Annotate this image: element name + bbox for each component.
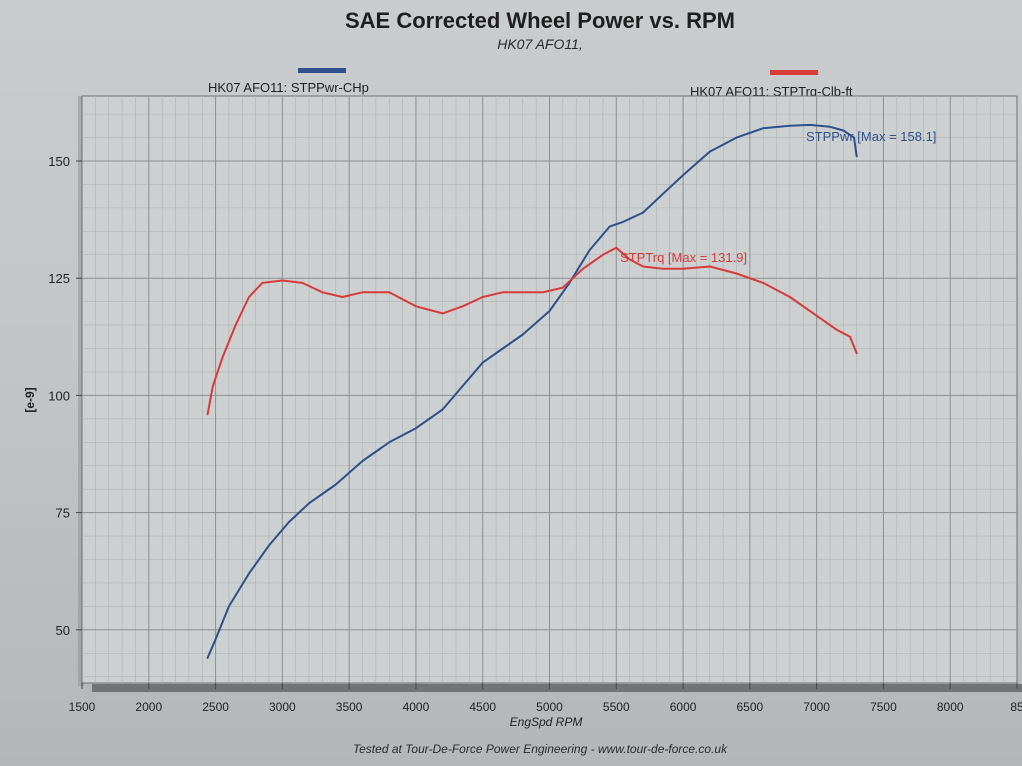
- legend-label-torque: HK07 AFO11: STPTrq-Clb-ft: [690, 84, 853, 99]
- x-tick-label: 6500: [737, 700, 764, 714]
- y-tick-label: 150: [48, 154, 70, 169]
- series-group: [206, 123, 858, 659]
- x-tick-label: 5000: [536, 700, 563, 714]
- y-tick-label: 50: [56, 623, 70, 638]
- y-axis-label: [e-9]: [23, 387, 37, 412]
- x-tick-label: 2500: [202, 700, 229, 714]
- x-tick-label: 85: [1010, 700, 1022, 714]
- x-tick-label: 7500: [870, 700, 897, 714]
- plot-shadow-bottom: [92, 684, 1022, 692]
- x-tick-label: 4500: [469, 700, 496, 714]
- x-tick-label: 3000: [269, 700, 296, 714]
- x-tick-label: 4000: [403, 700, 430, 714]
- legend-label-power: HK07 AFO11: STPPwr-CHp: [208, 80, 369, 95]
- y-tick-label: 75: [56, 506, 70, 521]
- series-line-torque: [206, 246, 858, 416]
- axis-ticks: [76, 160, 1018, 689]
- chart-title: SAE Corrected Wheel Power vs. RPM: [345, 8, 735, 33]
- x-tick-label: 5500: [603, 700, 630, 714]
- grid-major: [82, 96, 1017, 683]
- x-tick-label: 3500: [336, 700, 363, 714]
- annotation-power-max: STPPwr [Max = 158.1]: [806, 129, 936, 144]
- chart-subtitle: HK07 AFO11,: [497, 36, 583, 52]
- axis-labels: 150 125 100 75 50 1500 2000 2500 3000 3500 4000 450…: [48, 154, 1022, 714]
- x-tick-label: 2000: [135, 700, 162, 714]
- legend-swatch-power: [298, 68, 346, 73]
- x-tick-label: 7000: [803, 700, 830, 714]
- series-line-power: [206, 123, 858, 659]
- annotation-torque-max: STPTrq [Max = 131.9]: [620, 250, 747, 265]
- y-tick-label: 100: [48, 388, 70, 403]
- chart-footer: Tested at Tour-De-Force Power Engineerin…: [352, 742, 728, 756]
- x-tick-label: 1500: [69, 700, 96, 714]
- x-tick-label: 8000: [937, 700, 964, 714]
- plot-shadow-left: [78, 96, 84, 686]
- legend-swatch-torque: [770, 70, 818, 75]
- y-tick-label: 125: [48, 271, 70, 286]
- x-axis-label: EngSpd RPM: [510, 715, 583, 729]
- x-tick-label: 6000: [670, 700, 697, 714]
